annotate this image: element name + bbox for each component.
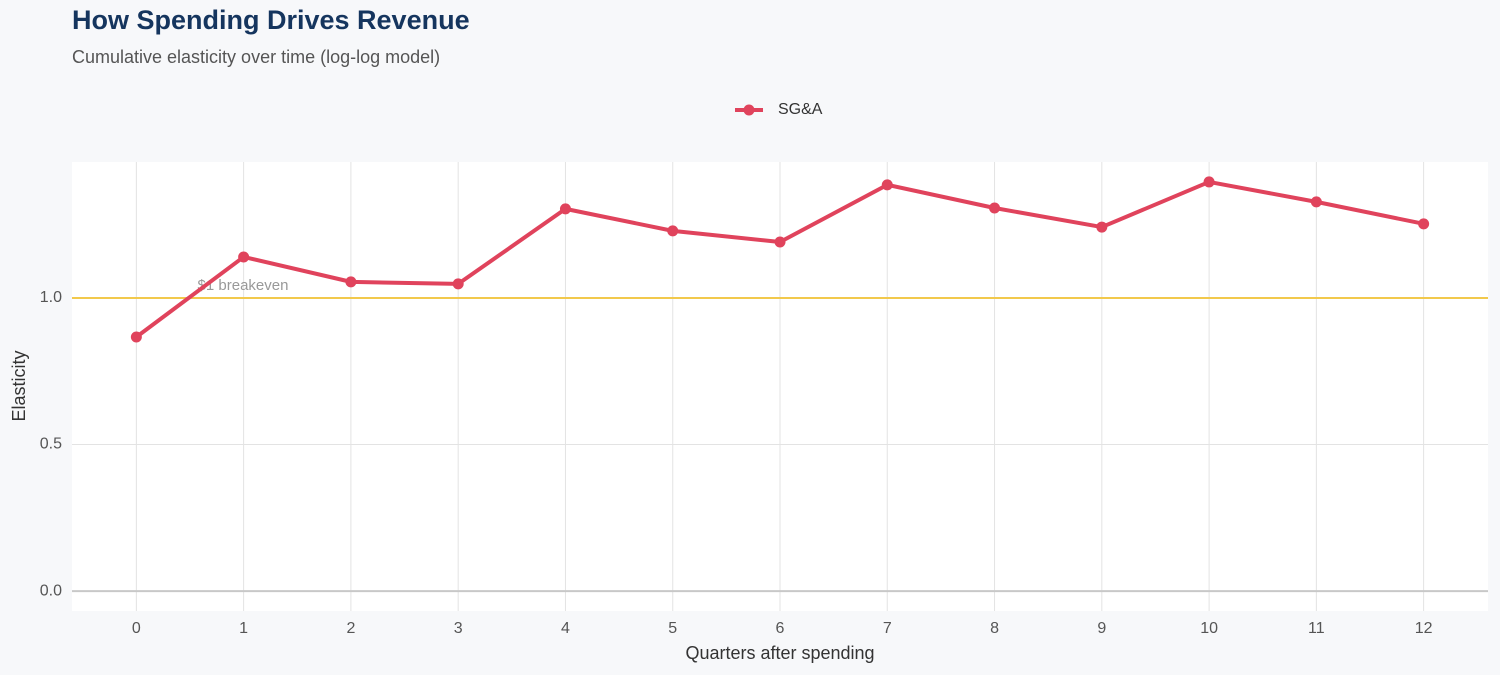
chart-title: How Spending Drives Revenue <box>72 5 470 35</box>
x-tick-label: 4 <box>561 620 570 637</box>
x-tick-label: 8 <box>990 620 999 637</box>
x-tick-label: 11 <box>1308 620 1325 637</box>
data-point <box>130 331 142 343</box>
data-point <box>667 225 679 237</box>
data-point <box>345 276 357 288</box>
legend-label: SG&A <box>778 101 823 118</box>
x-tick-label: 12 <box>1415 620 1433 637</box>
x-tick-label: 10 <box>1200 620 1218 637</box>
data-point <box>774 236 786 248</box>
data-point <box>238 251 250 263</box>
x-tick-label: 2 <box>346 620 355 637</box>
data-point <box>881 179 893 191</box>
data-point <box>1203 176 1215 188</box>
y-axis-title: Elasticity <box>9 350 29 421</box>
data-point <box>559 203 571 215</box>
legend-swatch-point <box>743 104 755 116</box>
x-tick-label: 6 <box>776 620 785 637</box>
x-tick-label: 7 <box>883 620 892 637</box>
x-tick-label: 1 <box>239 620 248 637</box>
chart-subtitle: Cumulative elasticity over time (log-log… <box>72 47 440 67</box>
x-tick-label: 3 <box>454 620 463 637</box>
x-tick-label: 0 <box>132 620 141 637</box>
data-point <box>989 202 1001 214</box>
x-tick-label: 5 <box>668 620 677 637</box>
x-axis-title: Quarters after spending <box>685 643 874 663</box>
y-tick-label: 0.5 <box>40 436 62 453</box>
data-point <box>452 278 464 290</box>
data-point <box>1418 218 1430 230</box>
y-tick-label: 1.0 <box>40 289 62 306</box>
y-tick-label: 0.0 <box>40 582 62 599</box>
data-point <box>1096 221 1108 233</box>
x-tick-label: 9 <box>1097 620 1106 637</box>
reference-label: $1 breakeven <box>198 277 289 294</box>
data-point <box>1310 196 1322 208</box>
